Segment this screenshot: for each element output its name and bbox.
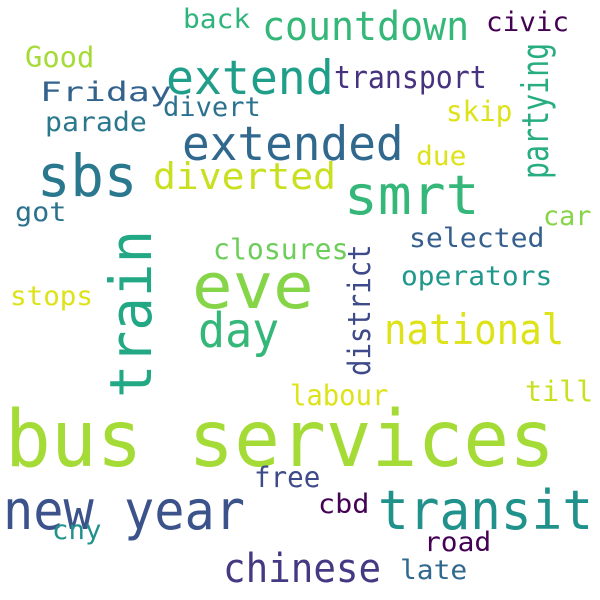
word-cbd: cbd <box>318 490 370 520</box>
word-train: train <box>98 229 165 398</box>
word-divert: divert <box>163 93 261 123</box>
word-extend: extend <box>166 51 334 106</box>
word-free: free <box>254 461 321 494</box>
word-transport: transport <box>334 60 487 96</box>
word-selected: selected <box>409 224 545 254</box>
word-parade: parade <box>45 108 147 138</box>
word-labour: labour <box>290 379 389 412</box>
word-transit: transit <box>378 478 594 542</box>
word-closures: closures <box>213 233 349 266</box>
word-new-year: new year <box>3 478 245 542</box>
word-sbs: sbs <box>37 142 138 210</box>
word-bus-services: bus services <box>5 393 555 485</box>
word-district: district <box>342 244 378 376</box>
word-till: till <box>525 375 594 408</box>
word-extended: extended <box>182 117 404 172</box>
word-civic: civic <box>486 8 570 38</box>
word-countdown: countdown <box>262 4 470 50</box>
word-eve: eve <box>192 250 314 323</box>
word-good: Good <box>25 41 95 74</box>
word-chinese: chinese <box>223 546 382 592</box>
word-diverted: diverted <box>153 155 337 198</box>
word-stops: stops <box>10 282 94 312</box>
word-back: back <box>183 5 251 35</box>
word-national: national <box>384 305 565 354</box>
word-smrt: smrt <box>344 163 480 227</box>
word-due: due <box>416 142 467 172</box>
word-skip: skip <box>446 95 513 128</box>
word-late: late <box>400 556 468 586</box>
word-got: got <box>15 198 67 228</box>
word-partying: partying <box>514 42 557 179</box>
word-cny: cny <box>52 516 102 546</box>
word-road: road <box>424 528 492 558</box>
word-operators: operators <box>401 262 553 292</box>
word-day: day <box>198 303 280 359</box>
word-car: car <box>543 202 592 232</box>
word-friday: Friday <box>40 78 172 108</box>
